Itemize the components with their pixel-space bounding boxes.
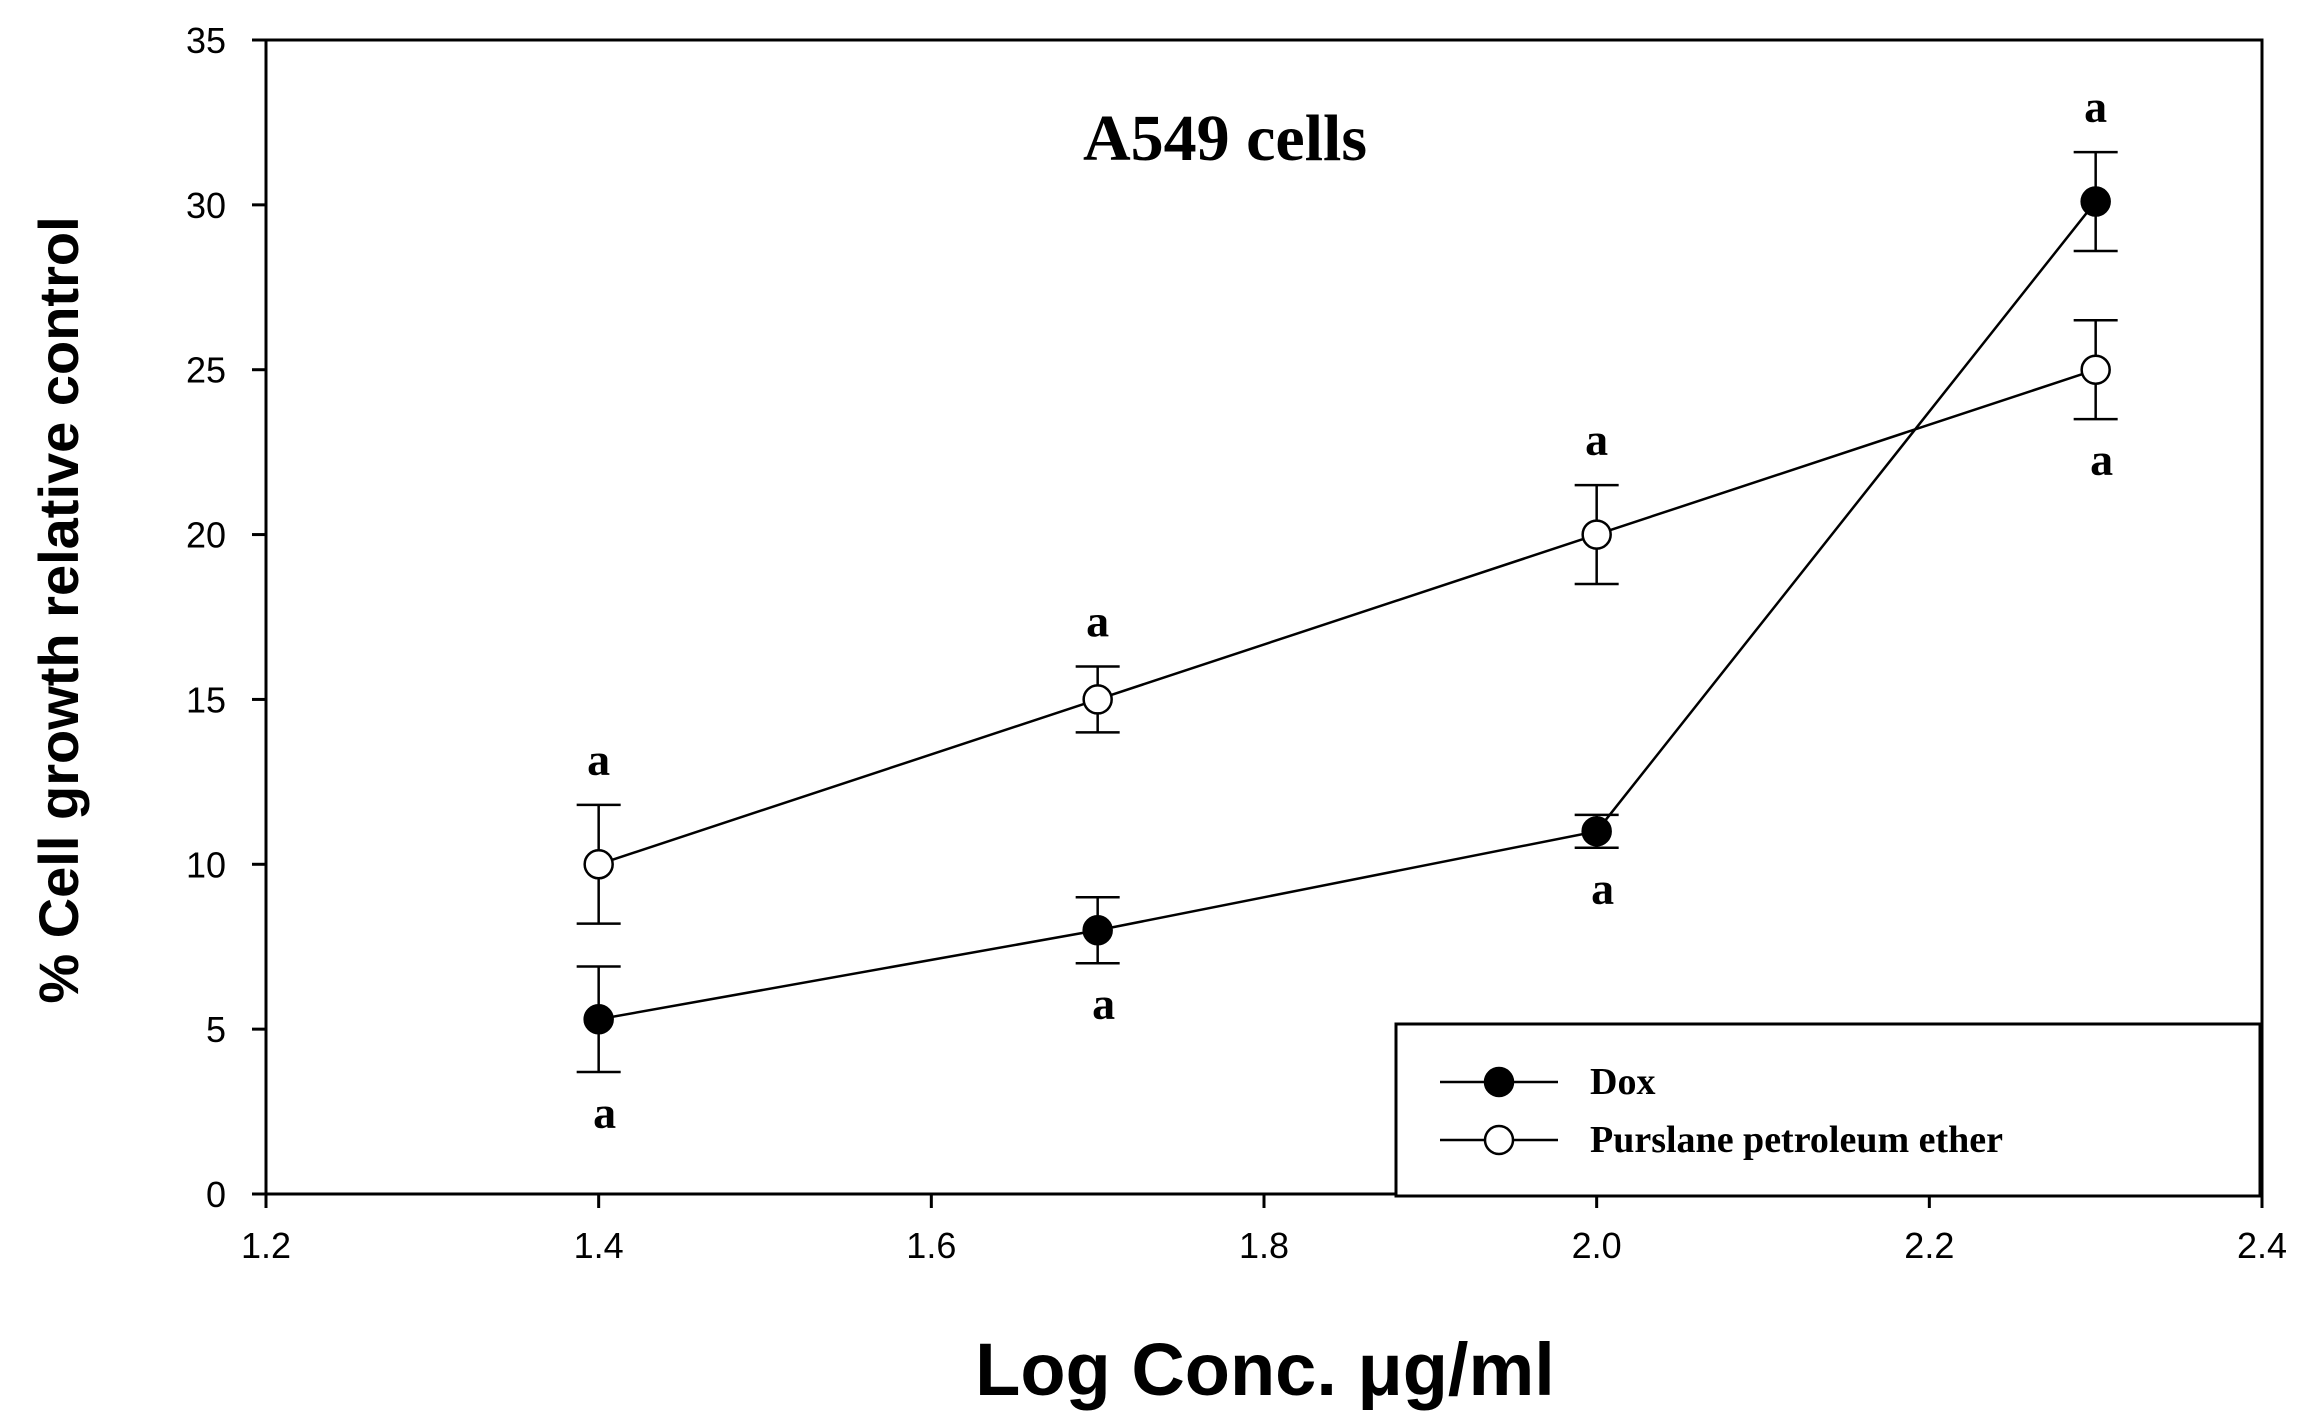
y-tick-label: 5 xyxy=(206,1009,226,1050)
x-tick-label: 1.6 xyxy=(906,1225,956,1266)
series-layer: a a a a a a a a xyxy=(576,81,2118,1138)
series-dox: a a a a xyxy=(576,81,2118,1138)
y-tick-label: 15 xyxy=(186,679,226,720)
x-tick-label: 1.2 xyxy=(241,1225,291,1266)
y-axis-title: % Cell growth relative control xyxy=(27,216,90,1003)
x-tick-label: 2.2 xyxy=(1904,1225,1954,1266)
significance-label: a xyxy=(1585,414,1608,465)
legend-dox-label: Dox xyxy=(1590,1061,1655,1103)
x-axis-title: Log Conc. μg/ml xyxy=(975,1328,1555,1411)
x-tick-label: 1.8 xyxy=(1239,1225,1289,1266)
data-point xyxy=(2080,354,2111,385)
series-line xyxy=(598,368,2097,866)
axes: 1.2 1.4 1.6 1.8 2.0 2.2 2.4 0 5 10 15 20 25 30 35 xyxy=(186,20,2287,1266)
legend-purslane-label: Purslane petroleum ether xyxy=(1590,1119,2003,1161)
x-tick-label: 2.0 xyxy=(1572,1225,1622,1266)
data-point xyxy=(583,849,614,880)
data-point xyxy=(1082,914,1113,946)
data-point xyxy=(583,1004,614,1035)
y-tick-label: 30 xyxy=(186,185,226,226)
chart-title: A549 cells xyxy=(1083,102,1367,175)
significance-label: a xyxy=(2090,434,2113,485)
x-tick-label: 2.4 xyxy=(2237,1225,2287,1266)
y-tick-label: 10 xyxy=(186,844,226,885)
legend-dox-marker xyxy=(1483,1066,1515,1098)
significance-label: a xyxy=(1086,595,1109,646)
legend-purslane-marker xyxy=(1483,1124,1515,1156)
series-purslane: a a a a xyxy=(576,319,2118,925)
significance-label: a xyxy=(587,734,610,785)
y-tick-label: 35 xyxy=(186,20,226,61)
y-tick-label: 20 xyxy=(186,515,226,556)
data-point xyxy=(1082,684,1113,715)
y-tick-label: 0 xyxy=(206,1174,226,1215)
legend: Dox Purslane petroleum ether xyxy=(1394,1022,2262,1198)
y-tick-label: 25 xyxy=(186,350,226,391)
significance-label: a xyxy=(1092,978,1115,1029)
legend-box xyxy=(1394,1022,2262,1198)
significance-label: a xyxy=(1591,863,1614,914)
significance-label: a xyxy=(2084,81,2107,132)
x-tick-label: 1.4 xyxy=(574,1225,624,1266)
significance-label: a xyxy=(593,1087,616,1138)
plot-frame xyxy=(264,38,2264,1196)
series-line xyxy=(598,200,2097,1021)
data-point xyxy=(2080,186,2111,217)
data-point xyxy=(1581,519,1612,550)
data-point xyxy=(1581,816,1612,847)
